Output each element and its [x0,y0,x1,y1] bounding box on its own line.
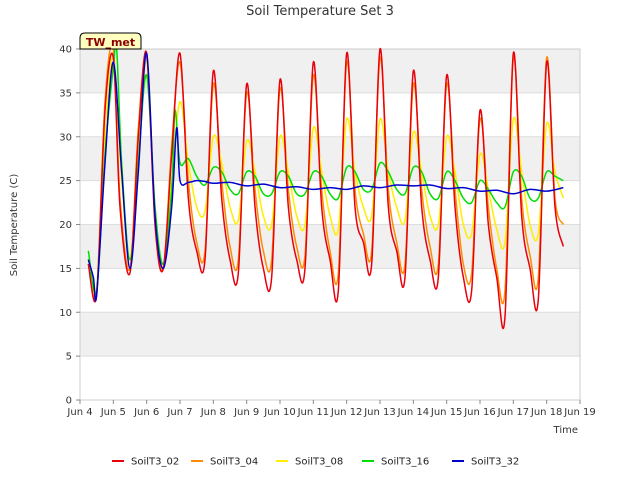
series-line-soilt3-02 [87,48,565,329]
legend: SoilT3_02 SoilT3_04 SoilT3_08 SoilT3_16 Soil… [112,457,519,468]
legend-item-soilt3-16: SoilT3_16 [362,457,429,468]
x-tick-label: Jun 14 [397,407,430,418]
legend-label: SoilT3_32 [471,457,519,468]
y-tick-label: 5 [66,352,72,363]
x-tick-label: Jun 7 [166,407,192,418]
legend-item-soilt3-32: SoilT3_32 [452,457,519,468]
plot-band [80,356,580,400]
x-tick-label: Jun 6 [133,407,159,418]
series-line-soilt3-32 [87,52,564,302]
badge-shape [79,32,142,50]
y-tick-label: 15 [59,264,72,275]
x-axis-ticks: Jun 4 Jun 5 Jun 6 Jun 7 Jun 8 Jun 9 Jun 10 Jun … [66,400,596,418]
x-tick-label: Jun 19 [563,407,596,418]
legend-label: SoilT3_08 [295,457,343,468]
x-tick-label: Jun 16 [463,407,496,418]
y-tick-label: 30 [59,132,72,143]
legend-label: SoilT3_02 [131,457,179,468]
x-tick-label: Jun 10 [263,407,296,418]
plot-band [80,92,580,137]
series-layer [87,47,565,329]
y-tick-label: 10 [59,308,72,319]
y-axis-ticks: 0 5 10 15 20 25 30 35 40 [59,45,80,407]
plot-band [80,312,580,357]
y-axis-title: Soil Temperature (C) [9,174,20,277]
y-tick-label: 0 [66,396,72,407]
plot-band [80,136,580,181]
x-tick-label: Jun 13 [363,407,396,418]
x-tick-label: Jun 9 [233,407,259,418]
legend-label: SoilT3_16 [381,457,429,468]
x-tick-label: Jun 17 [497,407,530,418]
x-tick-label: Jun 18 [530,407,563,418]
x-tick-label: Jun 5 [100,407,126,418]
legend-label: SoilT3_04 [210,457,258,468]
station-badge: TW_met [79,32,142,50]
x-axis-title: Time [553,425,578,436]
y-tick-label: 20 [59,220,72,231]
x-tick-label: Jun 15 [430,407,463,418]
legend-item-soilt3-08: SoilT3_08 [276,457,343,468]
x-tick-label: Jun 4 [66,407,92,418]
chart-title: Soil Temperature Set 3 [246,4,394,19]
x-tick-label: Jun 8 [200,407,226,418]
y-tick-label: 25 [59,176,72,187]
y-tick-label: 40 [59,45,72,56]
legend-item-soilt3-02: SoilT3_02 [112,457,179,468]
legend-item-soilt3-04: SoilT3_04 [191,457,258,468]
badge-label: TW_met [86,36,135,49]
plot-band [80,49,580,93]
y-tick-label: 35 [59,88,72,99]
x-tick-label: Jun 12 [330,407,363,418]
x-tick-label: Jun 11 [297,407,330,418]
